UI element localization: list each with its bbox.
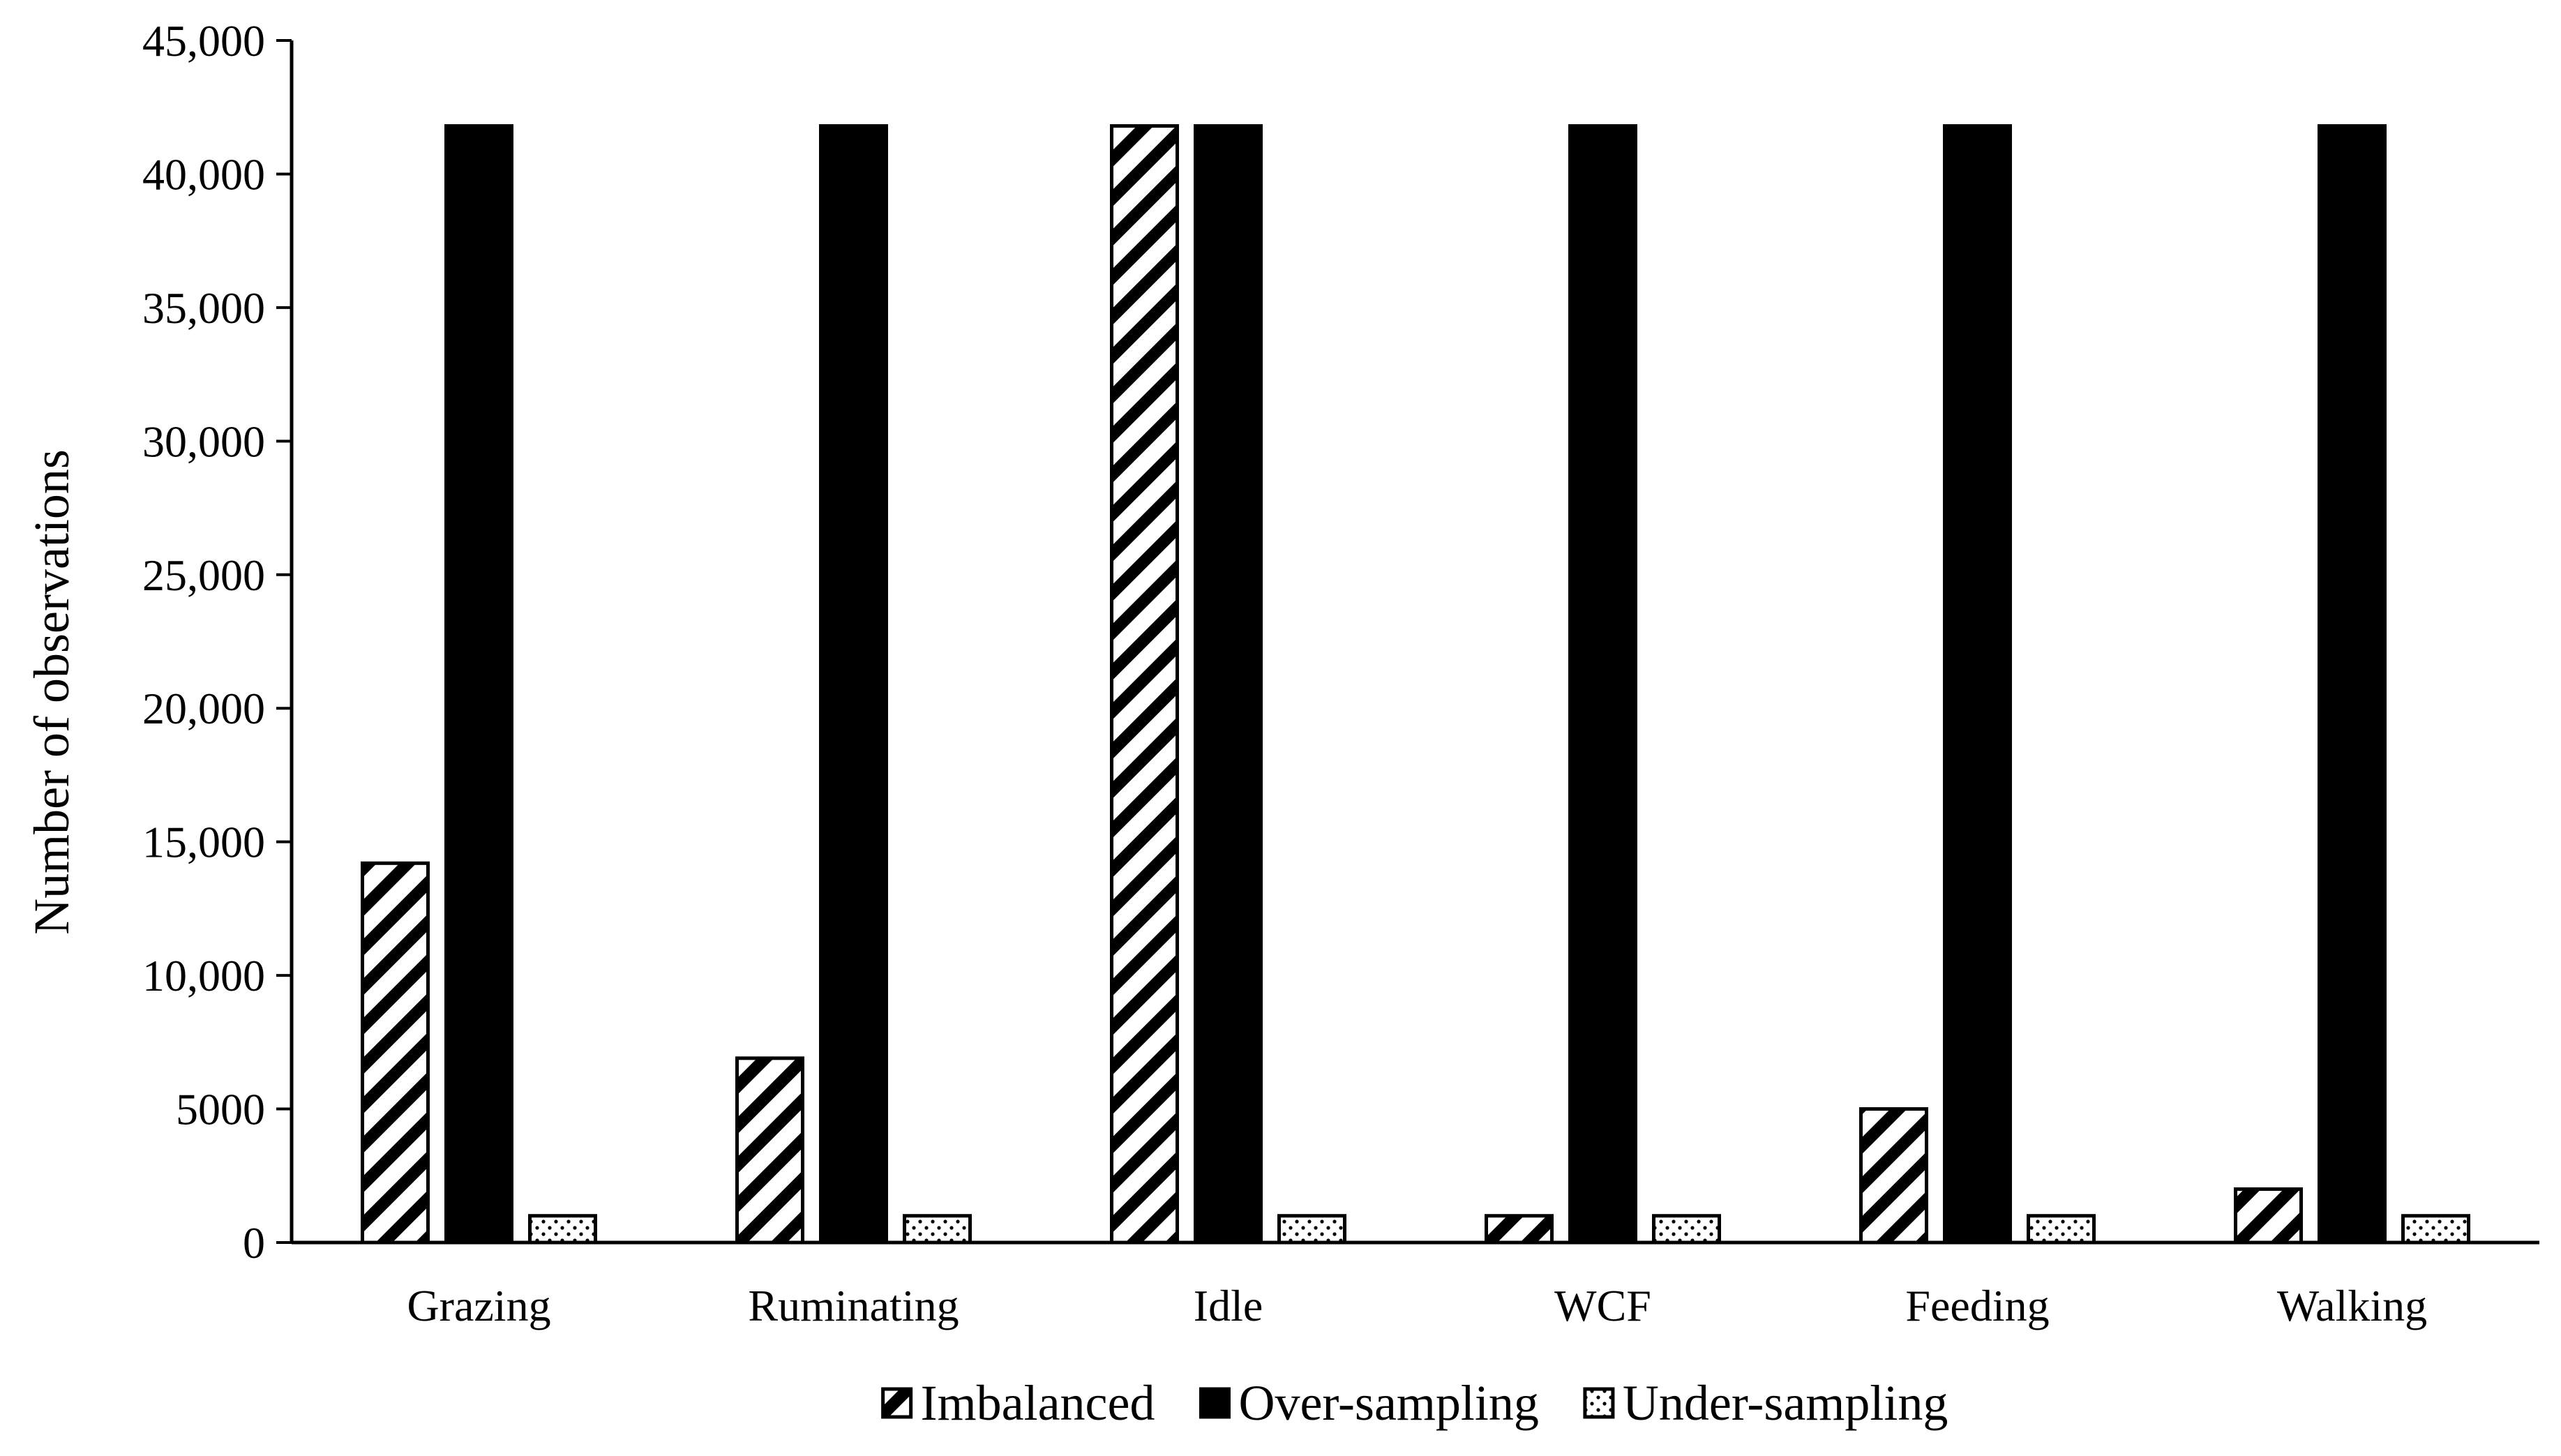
legend-item-under-sampling: Under-sampling: [1583, 1375, 1948, 1431]
y-tick-label: 25,000: [142, 550, 265, 600]
bar-over-sampling-ruminating: [819, 124, 888, 1245]
bar-under-sampling-feeding: [2027, 1214, 2096, 1245]
legend-swatch: [1583, 1387, 1615, 1419]
bar-imbalanced-walking: [2234, 1187, 2303, 1245]
x-tick-label: WCF: [1554, 1281, 1651, 1330]
y-tick-label: 20,000: [142, 684, 265, 733]
bar-under-sampling-walking: [2401, 1214, 2470, 1245]
legend: Imbalanced Over-sampling Under-sampling: [881, 1375, 1948, 1431]
y-tick-label: 10,000: [142, 951, 265, 1000]
bar-over-sampling-feeding: [1943, 124, 2012, 1245]
x-tick-label: Ruminating: [748, 1281, 959, 1330]
legend-item-imbalanced: Imbalanced: [881, 1375, 1155, 1431]
legend-swatch: [1199, 1387, 1231, 1419]
legend-label: Under-sampling: [1623, 1375, 1948, 1431]
legend-label: Over-sampling: [1238, 1375, 1538, 1431]
x-tick-label: Grazing: [407, 1281, 550, 1330]
bar-imbalanced-idle: [1110, 124, 1179, 1245]
bar-under-sampling-ruminating: [903, 1214, 972, 1245]
legend-swatch: [881, 1387, 913, 1419]
x-tick-label: Idle: [1194, 1281, 1263, 1330]
bar-over-sampling-wcf: [1568, 124, 1637, 1245]
legend-label: Imbalanced: [921, 1375, 1155, 1431]
bar-over-sampling-grazing: [444, 124, 513, 1245]
y-tick-label: 40,000: [142, 149, 265, 199]
y-tick-label: 30,000: [142, 416, 265, 466]
bar-imbalanced-grazing: [361, 861, 430, 1245]
y-tick-label: 35,000: [142, 283, 265, 333]
y-axis-ticks: 0 5000 10,000 15,000 20,000 25,000 30,000 35,00…: [142, 16, 292, 1268]
bar-over-sampling-idle: [1194, 124, 1263, 1245]
x-tick-label: Walking: [2277, 1281, 2427, 1330]
bars: [361, 124, 2470, 1245]
legend-item-over-sampling: Over-sampling: [1199, 1375, 1539, 1431]
bar-under-sampling-grazing: [528, 1214, 597, 1245]
bar-imbalanced-ruminating: [735, 1056, 804, 1245]
x-axis-labels: Grazing Ruminating Idle WCF Feeding Walking: [407, 1281, 2427, 1330]
bar-over-sampling-walking: [2318, 124, 2387, 1245]
y-tick-label: 45,000: [142, 16, 265, 66]
y-tick-label: 0: [243, 1218, 265, 1268]
y-axis-title: Number of observations: [24, 449, 80, 935]
bar-under-sampling-idle: [1277, 1214, 1346, 1245]
bar-under-sampling-wcf: [1652, 1214, 1721, 1245]
x-tick-label: Feeding: [1905, 1281, 2049, 1330]
y-tick-label: 15,000: [142, 818, 265, 867]
y-tick-label: 5000: [176, 1085, 265, 1134]
bar-imbalanced-wcf: [1485, 1214, 1554, 1245]
bar-imbalanced-feeding: [1859, 1107, 1928, 1245]
